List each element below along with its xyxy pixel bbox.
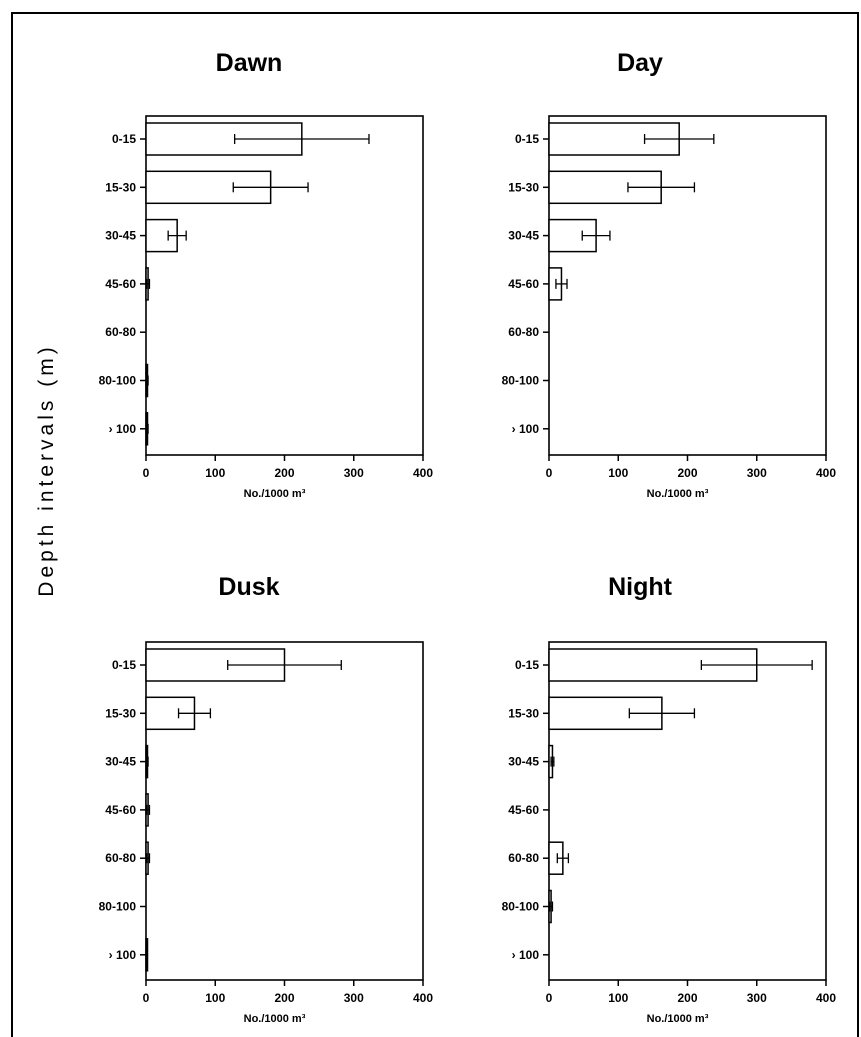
x-tick-label: 100 bbox=[205, 466, 225, 480]
y-tick-label: 45-60 bbox=[105, 277, 136, 291]
y-axis-label: Depth intervals (m) bbox=[35, 343, 58, 596]
y-tick-label: 60-80 bbox=[105, 325, 136, 339]
y-tick-label: 60-80 bbox=[508, 851, 539, 865]
x-tick-label: 300 bbox=[344, 991, 364, 1005]
x-axis-label: No./1000 m³ bbox=[647, 1013, 709, 1025]
y-tick-label: 30-45 bbox=[105, 229, 136, 243]
panel-title: Night bbox=[608, 573, 673, 601]
plot-area-border bbox=[145, 641, 424, 981]
figure-frame bbox=[11, 12, 859, 1037]
x-tick-label: 300 bbox=[747, 991, 767, 1005]
y-tick-label: 15-30 bbox=[508, 180, 539, 194]
y-tick-label: › 100 bbox=[512, 948, 540, 962]
x-axis-label: No./1000 m³ bbox=[647, 488, 709, 500]
x-tick-label: 200 bbox=[274, 466, 294, 480]
y-tick-label: 60-80 bbox=[105, 851, 136, 865]
x-tick-label: 400 bbox=[413, 466, 433, 480]
x-tick-label: 0 bbox=[143, 466, 150, 480]
x-tick-label: 200 bbox=[274, 991, 294, 1005]
y-tick-label: 80-100 bbox=[502, 900, 540, 914]
y-tick-label: › 100 bbox=[109, 422, 137, 436]
y-tick-label: 15-30 bbox=[105, 706, 136, 720]
x-tick-label: 400 bbox=[816, 991, 836, 1005]
y-tick-label: › 100 bbox=[109, 948, 137, 962]
y-tick-label: 60-80 bbox=[508, 325, 539, 339]
y-tick-label: 0-15 bbox=[112, 132, 136, 146]
plot-area-border bbox=[548, 115, 827, 456]
x-tick-label: 200 bbox=[677, 991, 697, 1005]
bar bbox=[548, 648, 758, 682]
x-tick-label: 100 bbox=[608, 991, 628, 1005]
y-tick-label: 80-100 bbox=[99, 900, 137, 914]
y-tick-label: 45-60 bbox=[508, 803, 539, 817]
y-tick-label: 30-45 bbox=[508, 755, 539, 769]
y-tick-label: 0-15 bbox=[515, 132, 539, 146]
y-tick-label: 15-30 bbox=[105, 180, 136, 194]
y-tick-label: 80-100 bbox=[502, 374, 540, 388]
x-axis-label: No./1000 m³ bbox=[244, 488, 306, 500]
y-tick-label: 45-60 bbox=[508, 277, 539, 291]
x-tick-label: 400 bbox=[413, 991, 433, 1005]
x-tick-label: 100 bbox=[608, 466, 628, 480]
x-tick-label: 0 bbox=[143, 991, 150, 1005]
panel-title: Dusk bbox=[218, 573, 279, 601]
y-tick-label: › 100 bbox=[512, 422, 540, 436]
y-tick-label: 80-100 bbox=[99, 374, 137, 388]
plot-area-border bbox=[548, 641, 827, 981]
y-tick-label: 30-45 bbox=[105, 755, 136, 769]
x-axis-label: No./1000 m³ bbox=[244, 1013, 306, 1025]
x-tick-label: 400 bbox=[816, 466, 836, 480]
panel-title: Day bbox=[617, 49, 663, 77]
x-tick-label: 200 bbox=[677, 466, 697, 480]
panel-title: Dawn bbox=[216, 49, 283, 77]
y-tick-label: 45-60 bbox=[105, 803, 136, 817]
x-tick-label: 0 bbox=[546, 991, 553, 1005]
x-tick-label: 300 bbox=[747, 466, 767, 480]
y-tick-label: 30-45 bbox=[508, 229, 539, 243]
x-tick-label: 0 bbox=[546, 466, 553, 480]
y-tick-label: 15-30 bbox=[508, 706, 539, 720]
plot-area-border bbox=[145, 115, 424, 456]
x-tick-label: 300 bbox=[344, 466, 364, 480]
y-tick-label: 0-15 bbox=[515, 658, 539, 672]
x-tick-label: 100 bbox=[205, 991, 225, 1005]
y-tick-label: 0-15 bbox=[112, 658, 136, 672]
